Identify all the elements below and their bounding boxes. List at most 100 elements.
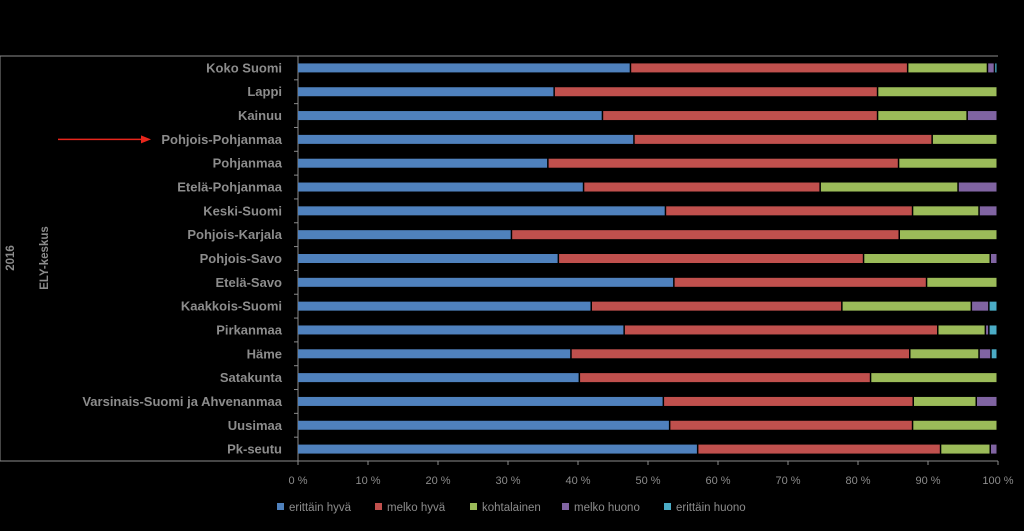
bar-segment xyxy=(820,182,958,192)
bar-segment xyxy=(554,87,877,97)
category-label: Varsinais-Suomi ja Ahvenanmaa xyxy=(82,394,282,409)
legend-swatch xyxy=(664,503,671,510)
bar-segment xyxy=(592,301,842,311)
legend-label: erittäin huono xyxy=(676,502,746,514)
bar-segment xyxy=(913,420,997,430)
bar-segment xyxy=(908,63,987,73)
x-tick-label: 80 % xyxy=(845,475,870,487)
bar-segment xyxy=(298,277,674,287)
bar-segment xyxy=(298,87,554,97)
bar-segment xyxy=(698,444,940,454)
bar-segment xyxy=(914,396,976,406)
category-label: Lappi xyxy=(247,84,282,99)
x-tick-label: 30 % xyxy=(495,475,520,487)
bar-segment xyxy=(986,325,989,335)
bar-segment xyxy=(298,182,583,192)
legend-swatch xyxy=(277,503,284,510)
legend-label: kohtalainen xyxy=(482,502,541,514)
bar-segment xyxy=(910,349,979,359)
bar-segment xyxy=(958,182,997,192)
bar-segment xyxy=(624,325,937,335)
bar-segment xyxy=(913,206,979,216)
category-label: Etelä-Savo xyxy=(216,275,283,290)
legend-label: erittäin hyvä xyxy=(289,502,352,514)
arrow-head xyxy=(141,135,151,144)
bar-segment xyxy=(664,396,913,406)
legend-label: melko huono xyxy=(574,502,640,514)
bar-segment xyxy=(634,134,932,144)
bar-segment xyxy=(512,230,899,240)
bar-segment xyxy=(989,301,997,311)
bar-segment xyxy=(989,325,997,335)
bar-segment xyxy=(941,444,990,454)
bar-segment xyxy=(298,206,665,216)
bar-segment xyxy=(979,206,997,216)
bar-segment xyxy=(298,396,663,406)
bar-segment xyxy=(298,111,602,121)
bar-segment xyxy=(298,349,571,359)
bar-segment xyxy=(674,277,926,287)
bar-segment xyxy=(979,349,991,359)
bar-segment xyxy=(995,63,997,73)
year-label: 2016 xyxy=(5,245,17,271)
bar-segment xyxy=(631,63,907,73)
category-label: Pohjanmaa xyxy=(213,156,283,171)
bar-segment xyxy=(938,325,985,335)
legend-swatch xyxy=(562,503,569,510)
bar-segment xyxy=(967,111,997,121)
category-label: Pohjois-Pohjanmaa xyxy=(161,132,282,147)
category-label: Satakunta xyxy=(220,370,283,385)
bar-segment xyxy=(298,373,579,383)
bar-segment xyxy=(571,349,909,359)
bar-segment xyxy=(842,301,971,311)
category-label: Häme xyxy=(247,346,282,361)
group-label: ELY-keskus xyxy=(39,226,51,290)
legend-swatch xyxy=(375,503,382,510)
bar-segment xyxy=(927,277,997,287)
x-tick-label: 0 % xyxy=(289,475,308,487)
x-tick-labels: 0 % 10 % 20 % 30 % 40 % 50 % 60 % 70 % 80 % 90 % 1… xyxy=(289,475,1014,487)
bar-segment xyxy=(977,396,997,406)
bar-segment xyxy=(548,158,898,168)
category-label: Koko Suomi xyxy=(206,60,282,75)
category-label: Kainuu xyxy=(238,108,282,123)
x-tick-label: 10 % xyxy=(355,475,380,487)
bar-segment xyxy=(871,373,997,383)
bar-segment xyxy=(298,325,624,335)
bar-segment xyxy=(559,254,863,263)
x-tick-label: 50 % xyxy=(635,475,660,487)
x-tick-label: 60 % xyxy=(705,475,730,487)
category-label: Kaakkois-Suomi xyxy=(181,299,282,314)
bar-segment xyxy=(900,230,997,240)
bar-segment xyxy=(864,254,990,263)
x-tick-label: 90 % xyxy=(915,475,940,487)
x-tick-label: 20 % xyxy=(425,475,450,487)
x-tick-label: 40 % xyxy=(565,475,590,487)
category-labels: Koko Suomi Lappi Kainuu Pohjois-Pohjanmaa Po… xyxy=(82,60,282,456)
bar-segment xyxy=(666,206,912,216)
bar-segment xyxy=(298,230,511,240)
category-label: Uusimaa xyxy=(228,418,283,433)
bar-segment xyxy=(899,158,997,168)
x-tick-label: 70 % xyxy=(775,475,800,487)
bar-segment xyxy=(584,182,820,192)
category-label: Pohjois-Savo xyxy=(200,251,282,266)
bar-segment xyxy=(991,349,997,359)
legend-label: melko hyvä xyxy=(387,502,446,514)
bar-segment xyxy=(298,63,630,73)
category-label: Etelä-Pohjanmaa xyxy=(177,180,283,195)
highlight-arrow xyxy=(58,135,151,144)
bar-segment xyxy=(298,254,558,263)
bar-segment xyxy=(932,134,997,144)
category-label: Pirkanmaa xyxy=(216,322,283,337)
legend: erittäin hyvä melko hyvä kohtalainen melko … xyxy=(277,502,746,514)
bar-segment xyxy=(603,111,877,121)
bar-segment xyxy=(991,444,997,454)
bar-segment xyxy=(972,301,989,311)
bars xyxy=(298,63,997,454)
bar-segment xyxy=(878,111,967,121)
bar-segment xyxy=(298,420,669,430)
bar-segment xyxy=(670,420,912,430)
category-label: Keski-Suomi xyxy=(203,203,282,218)
